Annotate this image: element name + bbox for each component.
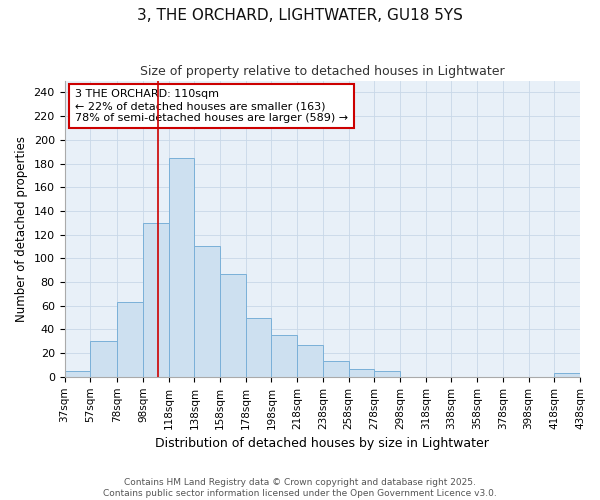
Bar (117, 302, 143, 377)
Bar (169, 158, 194, 377)
Bar (349, 368, 374, 377)
Bar (554, 374, 580, 377)
Bar (271, 336, 297, 377)
Bar (90, 342, 117, 377)
Text: 3, THE ORCHARD, LIGHTWATER, GU18 5YS: 3, THE ORCHARD, LIGHTWATER, GU18 5YS (137, 8, 463, 22)
Bar (143, 223, 169, 377)
Bar (220, 274, 246, 377)
Bar (374, 371, 400, 377)
Bar (246, 318, 271, 377)
X-axis label: Distribution of detached houses by size in Lightwater: Distribution of detached houses by size … (155, 437, 489, 450)
Y-axis label: Number of detached properties: Number of detached properties (15, 136, 28, 322)
Bar (194, 246, 220, 377)
Title: Size of property relative to detached houses in Lightwater: Size of property relative to detached ho… (140, 65, 505, 78)
Bar (323, 362, 349, 377)
Bar (297, 345, 323, 377)
Text: 3 THE ORCHARD: 110sqm
← 22% of detached houses are smaller (163)
78% of semi-det: 3 THE ORCHARD: 110sqm ← 22% of detached … (75, 90, 348, 122)
Bar (65, 371, 90, 377)
Text: Contains HM Land Registry data © Crown copyright and database right 2025.
Contai: Contains HM Land Registry data © Crown c… (103, 478, 497, 498)
